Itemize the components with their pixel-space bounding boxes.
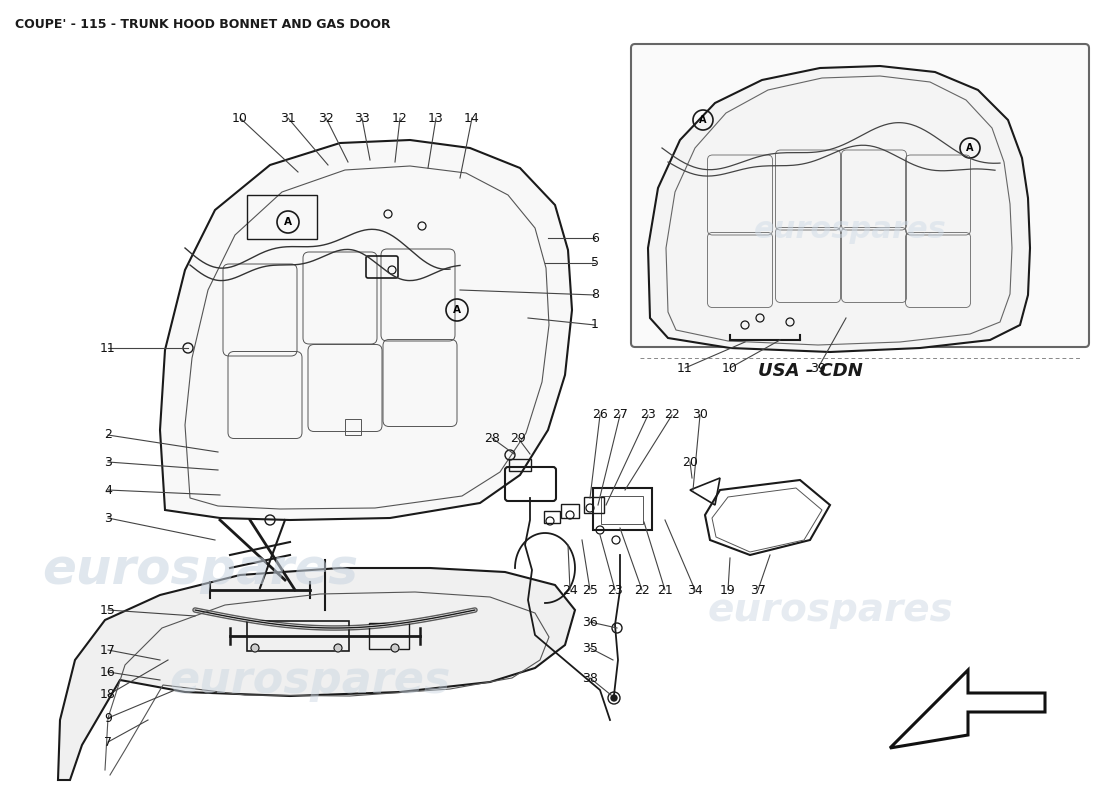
Text: 31: 31 bbox=[280, 111, 296, 125]
Text: 14: 14 bbox=[464, 111, 480, 125]
Text: 30: 30 bbox=[692, 409, 708, 422]
Text: 21: 21 bbox=[657, 583, 673, 597]
Text: 4: 4 bbox=[104, 483, 112, 497]
Text: 36: 36 bbox=[582, 615, 598, 629]
Text: 7: 7 bbox=[104, 735, 112, 749]
Text: USA - CDN: USA - CDN bbox=[758, 362, 862, 380]
Text: A: A bbox=[453, 305, 461, 315]
Text: 38: 38 bbox=[582, 671, 598, 685]
Text: 34: 34 bbox=[688, 583, 703, 597]
Text: 22: 22 bbox=[634, 583, 650, 597]
Polygon shape bbox=[58, 568, 575, 780]
Text: 23: 23 bbox=[640, 409, 656, 422]
Circle shape bbox=[610, 695, 617, 701]
Polygon shape bbox=[890, 670, 1045, 748]
Text: A: A bbox=[700, 115, 706, 125]
Text: 5: 5 bbox=[591, 257, 600, 270]
Text: 20: 20 bbox=[682, 455, 697, 469]
Text: 16: 16 bbox=[100, 666, 116, 678]
Text: eurospares: eurospares bbox=[169, 658, 451, 702]
Text: 33: 33 bbox=[354, 111, 370, 125]
Text: 19: 19 bbox=[720, 583, 736, 597]
Text: 18: 18 bbox=[100, 689, 116, 702]
Text: 11: 11 bbox=[678, 362, 693, 374]
Text: 13: 13 bbox=[428, 111, 444, 125]
Circle shape bbox=[390, 644, 399, 652]
Text: COUPE' - 115 - TRUNK HOOD BONNET AND GAS DOOR: COUPE' - 115 - TRUNK HOOD BONNET AND GAS… bbox=[15, 18, 390, 31]
Text: eurospares: eurospares bbox=[42, 546, 358, 594]
Text: 3: 3 bbox=[104, 511, 112, 525]
Text: 11: 11 bbox=[100, 342, 116, 354]
Text: 26: 26 bbox=[592, 409, 608, 422]
Text: A: A bbox=[284, 217, 292, 227]
Text: 8: 8 bbox=[591, 289, 600, 302]
FancyBboxPatch shape bbox=[631, 44, 1089, 347]
Text: 1: 1 bbox=[591, 318, 598, 331]
Circle shape bbox=[251, 644, 258, 652]
Text: 17: 17 bbox=[100, 643, 116, 657]
Text: 3: 3 bbox=[104, 455, 112, 469]
Text: 27: 27 bbox=[612, 409, 628, 422]
Circle shape bbox=[265, 590, 275, 599]
Text: 6: 6 bbox=[591, 231, 598, 245]
Text: 10: 10 bbox=[722, 362, 738, 374]
Text: 24: 24 bbox=[562, 583, 578, 597]
Text: eurospares: eurospares bbox=[754, 215, 946, 245]
Text: 35: 35 bbox=[582, 642, 598, 654]
Text: 28: 28 bbox=[484, 431, 499, 445]
Text: 2: 2 bbox=[104, 429, 112, 442]
Circle shape bbox=[334, 644, 342, 652]
Text: 25: 25 bbox=[582, 583, 598, 597]
Polygon shape bbox=[648, 66, 1030, 352]
Text: 37: 37 bbox=[750, 583, 766, 597]
Text: 15: 15 bbox=[100, 603, 116, 617]
Text: 12: 12 bbox=[392, 111, 408, 125]
Text: 22: 22 bbox=[664, 409, 680, 422]
Text: 29: 29 bbox=[510, 431, 526, 445]
Text: 10: 10 bbox=[232, 111, 248, 125]
Text: eurospares: eurospares bbox=[707, 591, 953, 629]
Text: 39: 39 bbox=[810, 362, 826, 374]
Text: 9: 9 bbox=[104, 711, 112, 725]
Text: 32: 32 bbox=[318, 111, 334, 125]
Text: 23: 23 bbox=[607, 583, 623, 597]
Polygon shape bbox=[160, 140, 572, 520]
Text: A: A bbox=[966, 143, 974, 153]
